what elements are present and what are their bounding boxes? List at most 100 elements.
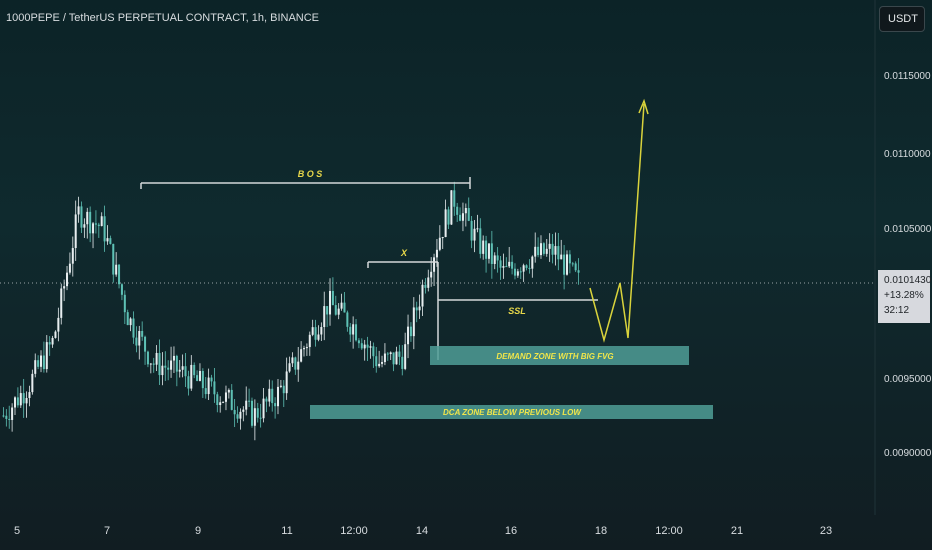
candle-body bbox=[271, 388, 274, 404]
candle-body bbox=[126, 312, 129, 326]
candle-body bbox=[548, 243, 551, 249]
candle-body bbox=[320, 327, 323, 335]
candle-body bbox=[343, 302, 346, 313]
candle-body bbox=[224, 392, 227, 402]
candle-body bbox=[467, 208, 470, 221]
candle-body bbox=[409, 326, 412, 337]
candle-body bbox=[149, 363, 152, 365]
candle-body bbox=[427, 277, 430, 288]
candle-body bbox=[31, 373, 34, 393]
candle-body bbox=[560, 254, 563, 260]
candle-body bbox=[392, 352, 395, 365]
candle-body bbox=[539, 243, 542, 256]
candle-body bbox=[123, 294, 126, 313]
candle-body bbox=[66, 272, 69, 287]
candle-body bbox=[435, 249, 438, 258]
candle-body bbox=[326, 306, 329, 315]
last-price-value: 0.0101430 bbox=[884, 275, 932, 286]
candle-body bbox=[565, 254, 569, 275]
candle-body bbox=[421, 284, 424, 307]
candle-body bbox=[210, 377, 213, 382]
candle-body bbox=[430, 271, 433, 278]
candle-body bbox=[453, 190, 456, 207]
demand-zone[interactable] bbox=[430, 346, 689, 365]
candle-body bbox=[193, 364, 196, 376]
candle-body bbox=[331, 290, 334, 306]
candle-body bbox=[265, 398, 268, 402]
candle-body bbox=[92, 223, 95, 234]
candle-body bbox=[398, 351, 401, 357]
price-change-percent: +13.28% bbox=[884, 290, 924, 301]
x-tick-label: 23 bbox=[819, 525, 833, 537]
candle-body bbox=[470, 220, 473, 241]
candle-body bbox=[418, 306, 421, 311]
candle-body bbox=[71, 248, 74, 264]
candle-body bbox=[57, 317, 60, 332]
candle-body bbox=[190, 364, 193, 389]
x-tick-label: 7 bbox=[103, 525, 111, 537]
candle-body bbox=[37, 360, 40, 367]
candle-body bbox=[357, 340, 360, 344]
candle-body bbox=[256, 408, 259, 418]
candle-body bbox=[242, 409, 245, 412]
candle-body bbox=[476, 228, 479, 230]
candle-body bbox=[152, 363, 155, 365]
candle-body bbox=[158, 352, 161, 376]
candle-body bbox=[305, 347, 308, 349]
candle-body bbox=[447, 209, 450, 225]
x-tick-label: 11 bbox=[281, 525, 293, 537]
candle-body bbox=[314, 327, 317, 340]
candle-body bbox=[441, 237, 444, 239]
candle-body bbox=[187, 376, 190, 389]
candle-body bbox=[16, 397, 19, 406]
candle-body bbox=[28, 392, 31, 399]
candle-body bbox=[407, 326, 410, 345]
candle-body bbox=[369, 346, 372, 348]
candle-body bbox=[282, 385, 285, 394]
currency-button[interactable]: USDT bbox=[879, 6, 925, 32]
candle-body bbox=[120, 284, 123, 295]
bos-label: B O S bbox=[298, 169, 323, 179]
candle-body bbox=[482, 240, 485, 254]
symbol-title: 1000PEPE / TetherUS PERPETUAL CONTRACT, … bbox=[6, 12, 320, 24]
candle-body bbox=[297, 361, 300, 370]
candle-body bbox=[294, 357, 297, 370]
candle-body bbox=[60, 288, 63, 318]
candle-body bbox=[250, 400, 253, 426]
y-tick-label: 0.0110000 bbox=[884, 149, 931, 160]
candle-body bbox=[219, 402, 222, 405]
x-tick-label: 21 bbox=[730, 525, 744, 537]
candle-body bbox=[459, 214, 462, 221]
projection-path bbox=[589, 103, 645, 343]
candle-body bbox=[383, 353, 386, 363]
candle-body bbox=[505, 266, 508, 268]
candle-body bbox=[450, 190, 453, 225]
candle-body bbox=[80, 206, 83, 228]
candle-body bbox=[118, 264, 121, 285]
candle-body bbox=[404, 344, 407, 369]
candle-body bbox=[337, 308, 340, 315]
candle-body bbox=[352, 324, 355, 335]
candle-body bbox=[291, 357, 294, 364]
dca-zone[interactable] bbox=[310, 405, 713, 419]
candle-body bbox=[45, 342, 48, 370]
candle-body bbox=[100, 216, 103, 227]
candle-body bbox=[146, 351, 149, 365]
candle-body bbox=[554, 246, 557, 255]
candle-body bbox=[308, 334, 311, 348]
candle-body bbox=[545, 248, 548, 254]
y-tick-label: 0.0095000 bbox=[884, 374, 932, 385]
candle-body bbox=[571, 263, 574, 265]
x-tick-label: 18 bbox=[594, 525, 608, 537]
candle-body bbox=[346, 312, 349, 327]
ssl-label: SSL bbox=[508, 306, 526, 316]
candle-body bbox=[279, 385, 282, 387]
candle-body bbox=[534, 246, 537, 257]
x-tick-label: 14 bbox=[415, 525, 429, 537]
candle-body bbox=[311, 327, 314, 335]
candle-body bbox=[89, 211, 92, 234]
candle-body bbox=[48, 342, 51, 345]
candle-body bbox=[216, 394, 219, 405]
